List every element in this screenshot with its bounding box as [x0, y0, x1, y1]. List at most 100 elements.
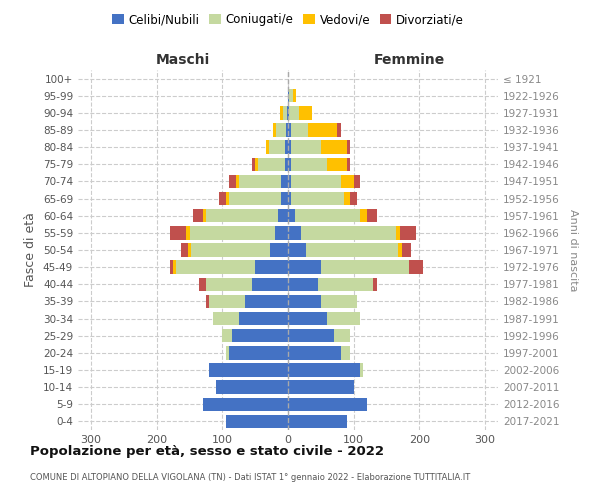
- Bar: [269, 244, 288, 256]
- Bar: [289, 89, 293, 102]
- Bar: [301, 226, 396, 239]
- Text: Maschi: Maschi: [156, 52, 210, 66]
- Bar: [347, 140, 350, 154]
- Bar: [288, 244, 307, 256]
- Bar: [400, 226, 416, 239]
- Bar: [291, 174, 341, 188]
- Bar: [212, 312, 239, 326]
- Bar: [206, 294, 209, 308]
- Bar: [188, 244, 191, 256]
- Bar: [288, 140, 291, 154]
- Bar: [229, 346, 288, 360]
- Bar: [226, 346, 229, 360]
- Bar: [288, 329, 334, 342]
- Bar: [295, 209, 360, 222]
- Bar: [245, 294, 288, 308]
- Bar: [219, 192, 226, 205]
- Bar: [288, 398, 367, 411]
- Bar: [275, 226, 288, 239]
- Bar: [288, 364, 360, 376]
- Bar: [190, 226, 275, 239]
- Bar: [321, 294, 357, 308]
- Bar: [291, 140, 321, 154]
- Text: COMUNE DI ALTOPIANO DELLA VIGOLANA (TN) - Dati ISTAT 1° gennaio 2022 - Elaborazi: COMUNE DI ALTOPIANO DELLA VIGOLANA (TN) …: [30, 473, 470, 482]
- Bar: [288, 380, 353, 394]
- Bar: [334, 329, 350, 342]
- Bar: [255, 260, 288, 274]
- Bar: [235, 174, 239, 188]
- Bar: [291, 124, 308, 136]
- Bar: [259, 158, 285, 171]
- Y-axis label: Fasce di età: Fasce di età: [25, 212, 37, 288]
- Bar: [350, 192, 357, 205]
- Bar: [186, 226, 190, 239]
- Bar: [307, 244, 398, 256]
- Bar: [288, 226, 301, 239]
- Bar: [203, 209, 206, 222]
- Bar: [288, 414, 347, 428]
- Bar: [278, 209, 288, 222]
- Bar: [288, 346, 341, 360]
- Bar: [285, 158, 288, 171]
- Bar: [281, 192, 288, 205]
- Bar: [252, 158, 255, 171]
- Bar: [287, 106, 288, 120]
- Bar: [401, 244, 412, 256]
- Bar: [328, 158, 347, 171]
- Bar: [229, 192, 281, 205]
- Bar: [229, 174, 235, 188]
- Text: Popolazione per età, sesso e stato civile - 2022: Popolazione per età, sesso e stato civil…: [30, 445, 384, 458]
- Bar: [203, 398, 288, 411]
- Bar: [360, 364, 364, 376]
- Legend: Celibi/Nubili, Coniugati/e, Vedovi/e, Divorziati/e: Celibi/Nubili, Coniugati/e, Vedovi/e, Di…: [107, 8, 469, 31]
- Bar: [223, 329, 232, 342]
- Bar: [193, 209, 203, 222]
- Bar: [360, 209, 367, 222]
- Text: Femmine: Femmine: [374, 52, 445, 66]
- Bar: [308, 124, 337, 136]
- Bar: [347, 158, 350, 171]
- Bar: [226, 414, 288, 428]
- Bar: [288, 89, 289, 102]
- Bar: [288, 124, 291, 136]
- Bar: [337, 124, 341, 136]
- Bar: [341, 346, 350, 360]
- Bar: [170, 260, 173, 274]
- Bar: [280, 106, 283, 120]
- Bar: [286, 140, 288, 154]
- Bar: [373, 278, 377, 291]
- Bar: [266, 140, 269, 154]
- Bar: [396, 226, 400, 239]
- Bar: [283, 106, 287, 120]
- Bar: [239, 174, 281, 188]
- Bar: [288, 174, 291, 188]
- Bar: [409, 260, 422, 274]
- Y-axis label: Anni di nascita: Anni di nascita: [568, 209, 578, 291]
- Bar: [288, 260, 321, 274]
- Bar: [281, 174, 288, 188]
- Bar: [288, 106, 289, 120]
- Bar: [255, 158, 259, 171]
- Bar: [288, 209, 295, 222]
- Bar: [209, 364, 288, 376]
- Bar: [291, 158, 328, 171]
- Bar: [232, 329, 288, 342]
- Bar: [367, 209, 377, 222]
- Bar: [269, 140, 286, 154]
- Bar: [341, 174, 353, 188]
- Bar: [206, 278, 252, 291]
- Bar: [286, 124, 288, 136]
- Bar: [398, 244, 401, 256]
- Bar: [288, 294, 321, 308]
- Bar: [293, 89, 296, 102]
- Bar: [291, 192, 344, 205]
- Bar: [209, 294, 245, 308]
- Bar: [226, 192, 229, 205]
- Bar: [206, 209, 278, 222]
- Bar: [252, 278, 288, 291]
- Bar: [191, 244, 269, 256]
- Bar: [321, 260, 409, 274]
- Bar: [321, 140, 347, 154]
- Bar: [239, 312, 288, 326]
- Bar: [216, 380, 288, 394]
